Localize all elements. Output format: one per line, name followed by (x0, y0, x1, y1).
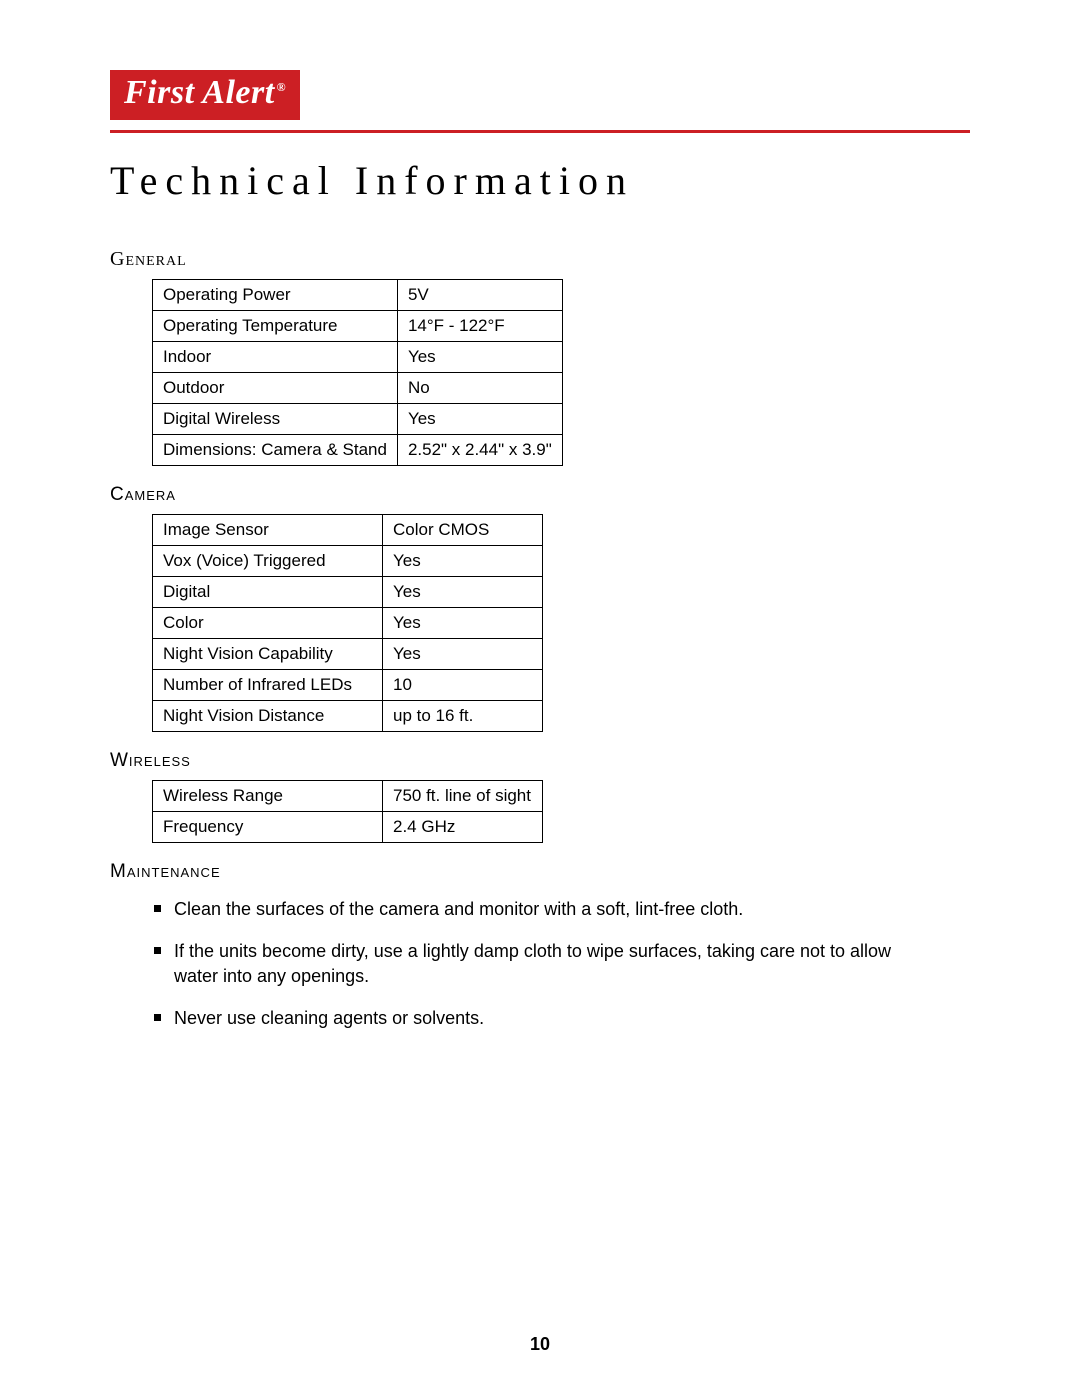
list-item: Clean the surfaces of the camera and mon… (152, 897, 892, 921)
cell: Digital Wireless (153, 404, 398, 435)
table-camera: Image SensorColor CMOS Vox (Voice) Trigg… (152, 514, 543, 732)
cell: up to 16 ft. (383, 701, 543, 732)
cell: Yes (397, 404, 562, 435)
section-heading-wireless: Wireless (110, 750, 970, 772)
cell: 2.4 GHz (383, 812, 543, 843)
cell: Yes (383, 639, 543, 670)
cell: 2.52" x 2.44" x 3.9" (397, 435, 562, 466)
section-heading-maintenance: Maintenance (110, 861, 970, 883)
table-row: Operating Temperature14°F - 122°F (153, 311, 563, 342)
table-row: ColorYes (153, 608, 543, 639)
cell: Dimensions: Camera & Stand (153, 435, 398, 466)
maintenance-list: Clean the surfaces of the camera and mon… (152, 897, 892, 1030)
table-wireless: Wireless Range750 ft. line of sight Freq… (152, 780, 543, 843)
table-row: DigitalYes (153, 577, 543, 608)
brand-name: First Alert (124, 74, 275, 111)
list-item: If the units become dirty, use a lightly… (152, 939, 892, 988)
table-row: Dimensions: Camera & Stand2.52" x 2.44" … (153, 435, 563, 466)
cell: Color CMOS (383, 515, 543, 546)
section-heading-general: General (110, 248, 970, 271)
cell: Frequency (153, 812, 383, 843)
table-row: Frequency2.4 GHz (153, 812, 543, 843)
table-row: Digital WirelessYes (153, 404, 563, 435)
cell: 750 ft. line of sight (383, 781, 543, 812)
cell: 14°F - 122°F (397, 311, 562, 342)
table-general: Operating Power5V Operating Temperature1… (152, 279, 563, 466)
table-row: IndoorYes (153, 342, 563, 373)
header: First Alert® (110, 70, 970, 120)
cell: Yes (397, 342, 562, 373)
cell: Operating Power (153, 280, 398, 311)
cell: Operating Temperature (153, 311, 398, 342)
registered-mark: ® (277, 80, 286, 94)
cell: Yes (383, 577, 543, 608)
section-heading-camera: Camera (110, 484, 970, 506)
cell: Color (153, 608, 383, 639)
cell: No (397, 373, 562, 404)
header-rule (110, 130, 970, 133)
brand-logo: First Alert® (110, 70, 300, 120)
table-row: Wireless Range750 ft. line of sight (153, 781, 543, 812)
cell: Yes (383, 608, 543, 639)
cell: 5V (397, 280, 562, 311)
cell: Image Sensor (153, 515, 383, 546)
cell: Indoor (153, 342, 398, 373)
cell: Wireless Range (153, 781, 383, 812)
page-title: Technical Information (110, 157, 970, 204)
cell: Digital (153, 577, 383, 608)
table-row: Image SensorColor CMOS (153, 515, 543, 546)
list-item: Never use cleaning agents or solvents. (152, 1006, 892, 1030)
cell: Night Vision Capability (153, 639, 383, 670)
cell: 10 (383, 670, 543, 701)
table-row: Operating Power5V (153, 280, 563, 311)
table-row: Night Vision CapabilityYes (153, 639, 543, 670)
table-row: Vox (Voice) TriggeredYes (153, 546, 543, 577)
cell: Vox (Voice) Triggered (153, 546, 383, 577)
cell: Outdoor (153, 373, 398, 404)
page-number: 10 (0, 1334, 1080, 1355)
cell: Number of Infrared LEDs (153, 670, 383, 701)
cell: Yes (383, 546, 543, 577)
table-row: Number of Infrared LEDs10 (153, 670, 543, 701)
table-row: Night Vision Distanceup to 16 ft. (153, 701, 543, 732)
table-row: OutdoorNo (153, 373, 563, 404)
cell: Night Vision Distance (153, 701, 383, 732)
page: First Alert® Technical Information Gener… (0, 0, 1080, 1030)
